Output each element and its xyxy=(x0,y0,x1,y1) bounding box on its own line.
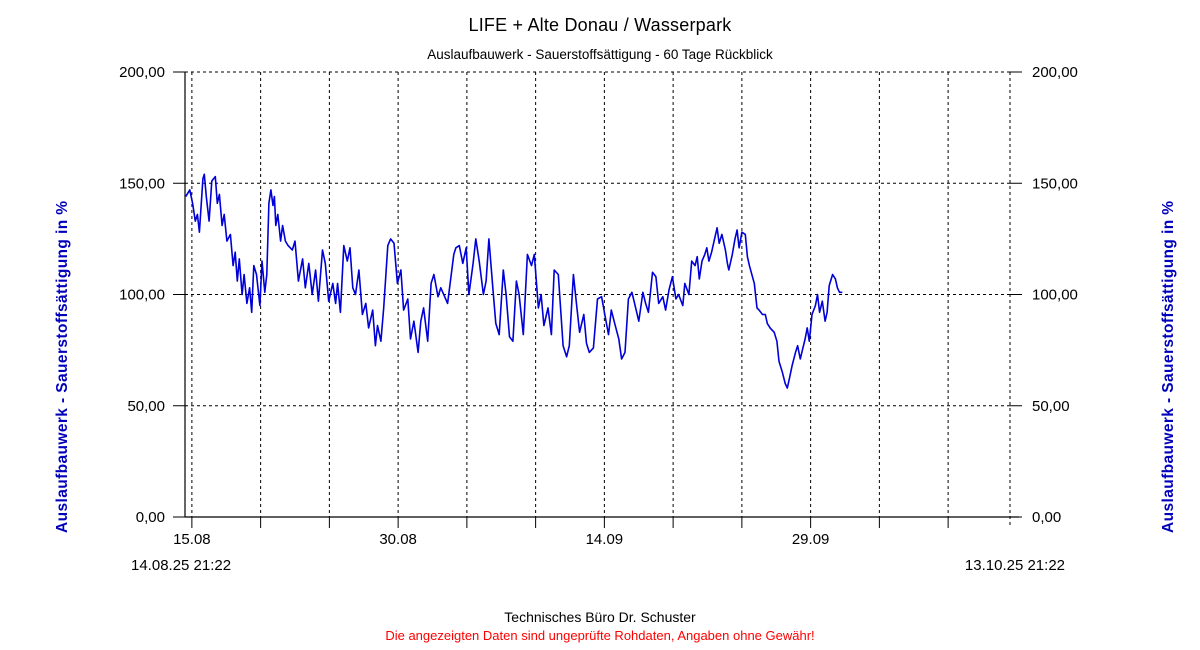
right-y-axis-title: Auslaufbauwerk - Sauerstoffsättigung in … xyxy=(1160,200,1177,533)
series-line-sauerstoffsättigung xyxy=(185,173,843,389)
y-tick-label-left: 50,00 xyxy=(127,398,165,415)
footer-company: Technisches Büro Dr. Schuster xyxy=(504,609,696,625)
x-tick-label: 30.08 xyxy=(379,531,417,548)
footer-disclaimer: Die angezeigten Daten sind ungeprüfte Ro… xyxy=(385,628,815,643)
x-tick-label: 14.09 xyxy=(586,531,624,548)
y-tick-label-right: 100,00 xyxy=(1032,287,1078,304)
x-tick-label: 15.08 xyxy=(173,531,211,548)
page-title: LIFE + Alte Donau / Wasserpark xyxy=(468,15,732,35)
y-tick-label-right: 0,00 xyxy=(1032,509,1061,526)
y-tick-label-left: 150,00 xyxy=(119,175,165,192)
page-subtitle: Auslaufbauwerk - Sauerstoffsättigung - 6… xyxy=(427,47,773,62)
left-y-axis-title: Auslaufbauwerk - Sauerstoffsättigung in … xyxy=(54,200,71,533)
x-axis-start-datetime: 14.08.25 21:22 xyxy=(131,557,232,574)
y-tick-label-right: 50,00 xyxy=(1032,398,1070,415)
y-tick-label-left: 0,00 xyxy=(136,509,165,526)
y-tick-label-right: 200,00 xyxy=(1032,64,1078,81)
x-axis-end-datetime: 13.10.25 21:22 xyxy=(964,557,1065,574)
y-tick-label-left: 100,00 xyxy=(119,287,165,304)
y-tick-label-right: 150,00 xyxy=(1032,175,1078,192)
y-tick-label-left: 200,00 xyxy=(119,64,165,81)
x-tick-label: 29.09 xyxy=(792,531,830,548)
